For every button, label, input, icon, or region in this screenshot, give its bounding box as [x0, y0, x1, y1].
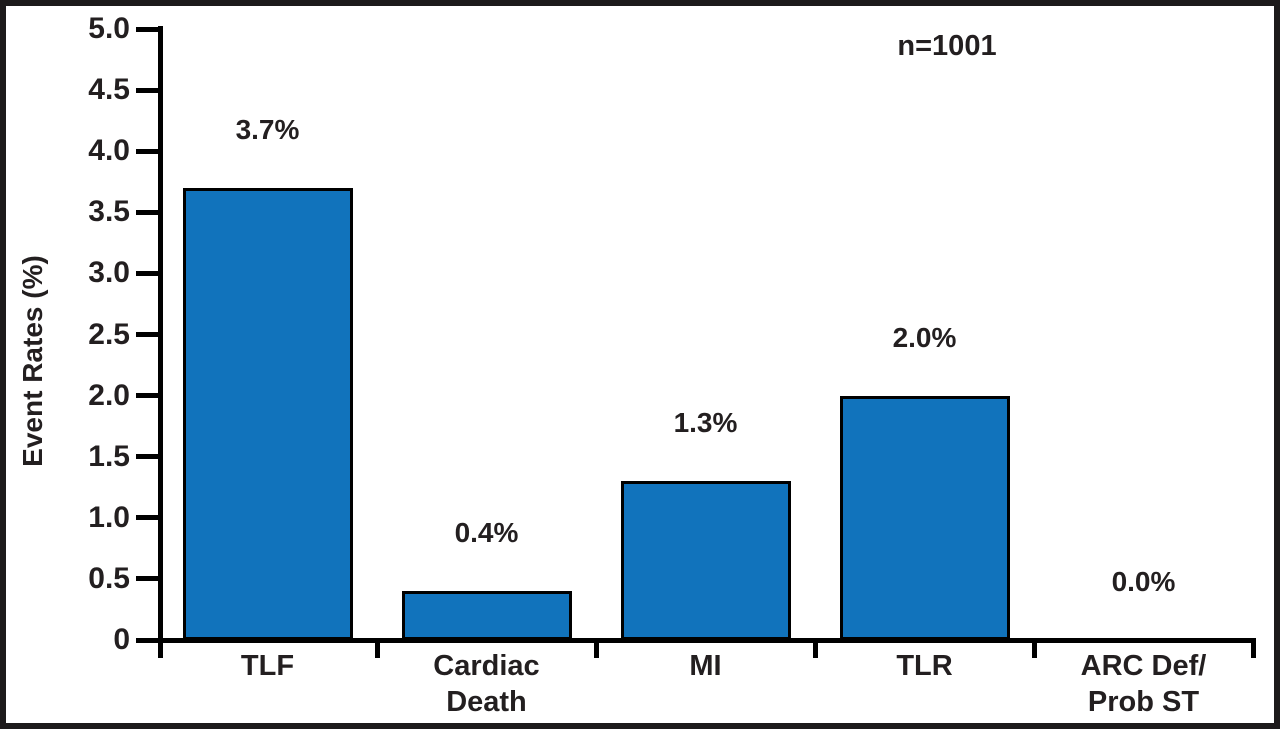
- x-axis-category-label: TLF: [240, 650, 295, 682]
- bar-value-label: 2.0%: [892, 321, 957, 353]
- bar-chart: Event Rates (%) n=1001 3.7% TLF 0.4% Cardia…: [6, 6, 1274, 723]
- y-axis-tick-label: 2.5: [88, 317, 130, 351]
- y-axis-tick: [136, 454, 158, 460]
- bar-value-label: 3.7%: [235, 113, 300, 145]
- x-axis-tick: [374, 638, 380, 658]
- bar-value-label: 0.0%: [1111, 566, 1176, 597]
- x-axis-category-label: Cardiac Death: [433, 650, 540, 718]
- x-axis-tick: [1250, 638, 1256, 658]
- y-axis-tick: [136, 576, 158, 582]
- y-axis-tick-label: 1.5: [88, 439, 130, 473]
- x-axis-tick: [812, 638, 818, 658]
- bar-2: [620, 481, 791, 640]
- y-axis-tick-label: 4.0: [88, 134, 130, 168]
- y-axis-tick-label: 5.0: [88, 12, 130, 45]
- bar-3: [839, 395, 1010, 640]
- y-axis-tick: [136, 26, 158, 32]
- x-axis-tick: [1031, 638, 1037, 658]
- y-axis-tick: [136, 515, 158, 521]
- y-axis-tick: [136, 87, 158, 93]
- x-axis-category-label: ARC Def/ Prob ST: [1080, 650, 1207, 718]
- y-axis-tick-label: 3.5: [88, 195, 130, 229]
- bar-value-label: 1.3%: [673, 407, 738, 439]
- x-axis-category-label: MI: [689, 650, 722, 682]
- y-axis-tick-label: 2.0: [88, 378, 130, 412]
- y-axis-tick: [136, 637, 158, 643]
- bar-1: [401, 591, 572, 640]
- bar-0: [182, 187, 353, 640]
- y-axis-tick: [136, 148, 158, 154]
- y-axis-tick-label: 1.0: [88, 500, 130, 534]
- y-axis-tick-label: 4.5: [88, 73, 130, 107]
- x-axis-category-label: TLR: [896, 650, 953, 682]
- y-axis-tick-label: 0.5: [88, 561, 130, 595]
- y-axis-tick: [136, 270, 158, 276]
- y-axis-tick: [136, 209, 158, 215]
- bar-value-label: 0.4%: [454, 517, 519, 549]
- y-axis-line: [158, 26, 163, 658]
- y-axis-tick: [136, 393, 158, 399]
- y-axis-tick-label: 3.0: [88, 256, 130, 290]
- sample-size-annotation: n=1001: [897, 30, 997, 62]
- y-axis-tick: [136, 332, 158, 337]
- x-axis-tick: [593, 638, 599, 658]
- y-axis-tick-label: 0: [113, 623, 130, 656]
- x-axis-line: [158, 638, 1256, 643]
